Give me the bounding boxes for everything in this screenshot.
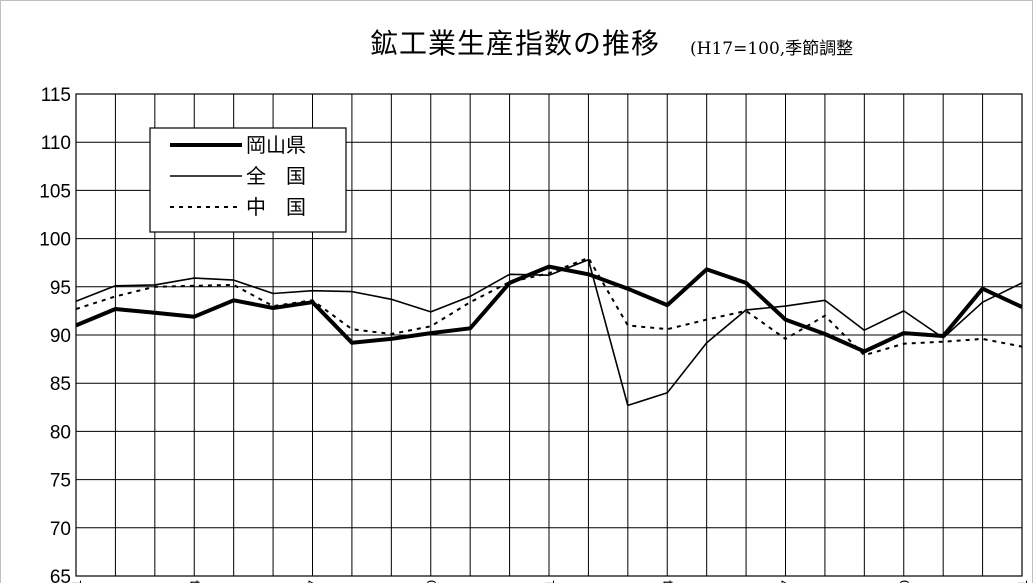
y-tick-label: 95: [50, 278, 71, 299]
x-tick-label: 23.1: [542, 580, 557, 583]
y-tick-label: 90: [50, 326, 71, 347]
y-tick-label: 115: [41, 85, 71, 106]
y-axis-ticks: 65 70 75 80 85 90 95 100 105 110 115: [39, 85, 71, 583]
y-tick-label: 105: [39, 181, 71, 202]
x-axis-ticks: 22.1 4 7 10 23.1 4 7 10 24.1: [69, 580, 1030, 583]
x-tick-label: 10: [897, 580, 912, 583]
x-tick-label: 7: [779, 580, 794, 583]
series-line-thick: [75, 264, 1023, 354]
x-tick-label: 10: [424, 580, 439, 583]
chart-subtitle: (H17=100,季節調整: [690, 39, 854, 59]
plot-area-border: [75, 93, 1023, 577]
x-tick-label: 7: [306, 580, 321, 583]
legend-label: 岡山県: [246, 133, 306, 157]
y-tick-label: 100: [39, 230, 71, 251]
x-tick-label: 4: [660, 580, 675, 583]
chart-title: 鉱工業生産指数の推移: [370, 27, 661, 60]
y-tick-label: 75: [50, 471, 71, 492]
x-tick-label: 24.1: [1015, 580, 1030, 583]
y-tick-label: 70: [50, 519, 71, 540]
legend-label: 全 国: [246, 164, 306, 188]
y-tick-label: 85: [50, 374, 71, 395]
x-tick-label: 22.1: [69, 580, 84, 583]
legend-label: 中 国: [246, 195, 306, 219]
title-area: 鉱工業生産指数の推移 (H17=100,季節調整: [0, 0, 1033, 80]
x-tick-label: 4: [187, 580, 202, 583]
series-line-dotted: [75, 256, 1023, 357]
series-line-thin: [75, 258, 1023, 407]
series-lines: [75, 256, 1023, 407]
y-tick-label: 65: [50, 567, 71, 583]
y-tick-label: 80: [50, 422, 71, 443]
y-tick-label: 110: [41, 133, 71, 154]
